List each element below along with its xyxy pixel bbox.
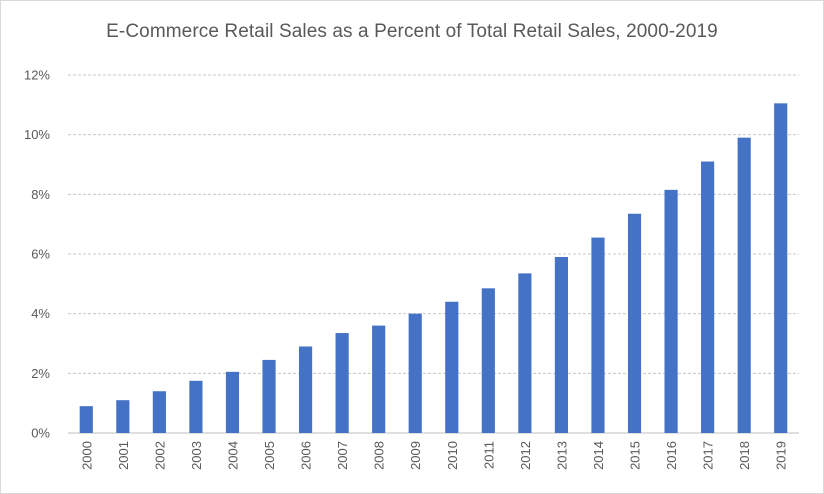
x-tick-label: 2018: [737, 441, 752, 470]
bar: [152, 391, 166, 433]
x-tick-label: 2003: [189, 441, 204, 470]
x-tick-label: 2007: [335, 441, 350, 470]
bar: [591, 237, 605, 433]
x-tick-label: 2000: [79, 441, 94, 470]
y-tick-label: 4%: [31, 306, 50, 321]
bar: [262, 359, 276, 433]
x-tick-label: 2017: [701, 441, 716, 470]
bar: [518, 273, 532, 433]
y-tick-label: 2%: [31, 366, 50, 381]
bar: [335, 333, 349, 433]
x-tick-label: 2019: [774, 441, 789, 470]
bar: [737, 137, 751, 433]
bar: [445, 301, 459, 433]
bar: [79, 406, 93, 433]
x-tick-label: 2004: [225, 441, 240, 470]
x-tick-label: 2015: [628, 441, 643, 470]
x-tick-label: 2009: [408, 441, 423, 470]
x-tick-label: 2002: [152, 441, 167, 470]
bar: [116, 400, 130, 433]
bar: [481, 288, 495, 433]
x-tick-label: 2014: [591, 441, 606, 470]
y-tick-label: 0%: [31, 426, 50, 441]
x-tick-label: 2011: [481, 441, 496, 469]
y-tick-label: 8%: [31, 187, 50, 202]
bar: [372, 325, 386, 433]
chart-title: E-Commerce Retail Sales as a Percent of …: [106, 21, 718, 42]
x-tick-label: 2005: [262, 441, 277, 470]
x-tick-label: 2006: [299, 441, 314, 470]
bar: [408, 313, 422, 433]
bar: [627, 213, 642, 433]
bar: [774, 103, 788, 433]
x-tick-label: 2013: [554, 441, 569, 470]
x-tick-label: 2016: [664, 441, 679, 470]
bar: [664, 189, 678, 433]
x-tick-label: 2010: [445, 441, 460, 470]
bar: [554, 256, 569, 433]
y-tick-label: 10%: [24, 127, 50, 142]
x-tick-label: 2001: [116, 441, 131, 470]
x-tick-label: 2012: [518, 441, 533, 470]
x-tick-label: 2008: [372, 441, 387, 470]
bar: [225, 371, 240, 433]
bar: [189, 380, 203, 433]
bar: [701, 161, 715, 433]
bar: [298, 346, 313, 433]
y-tick-label: 12%: [24, 68, 50, 83]
y-tick-label: 6%: [31, 247, 50, 262]
